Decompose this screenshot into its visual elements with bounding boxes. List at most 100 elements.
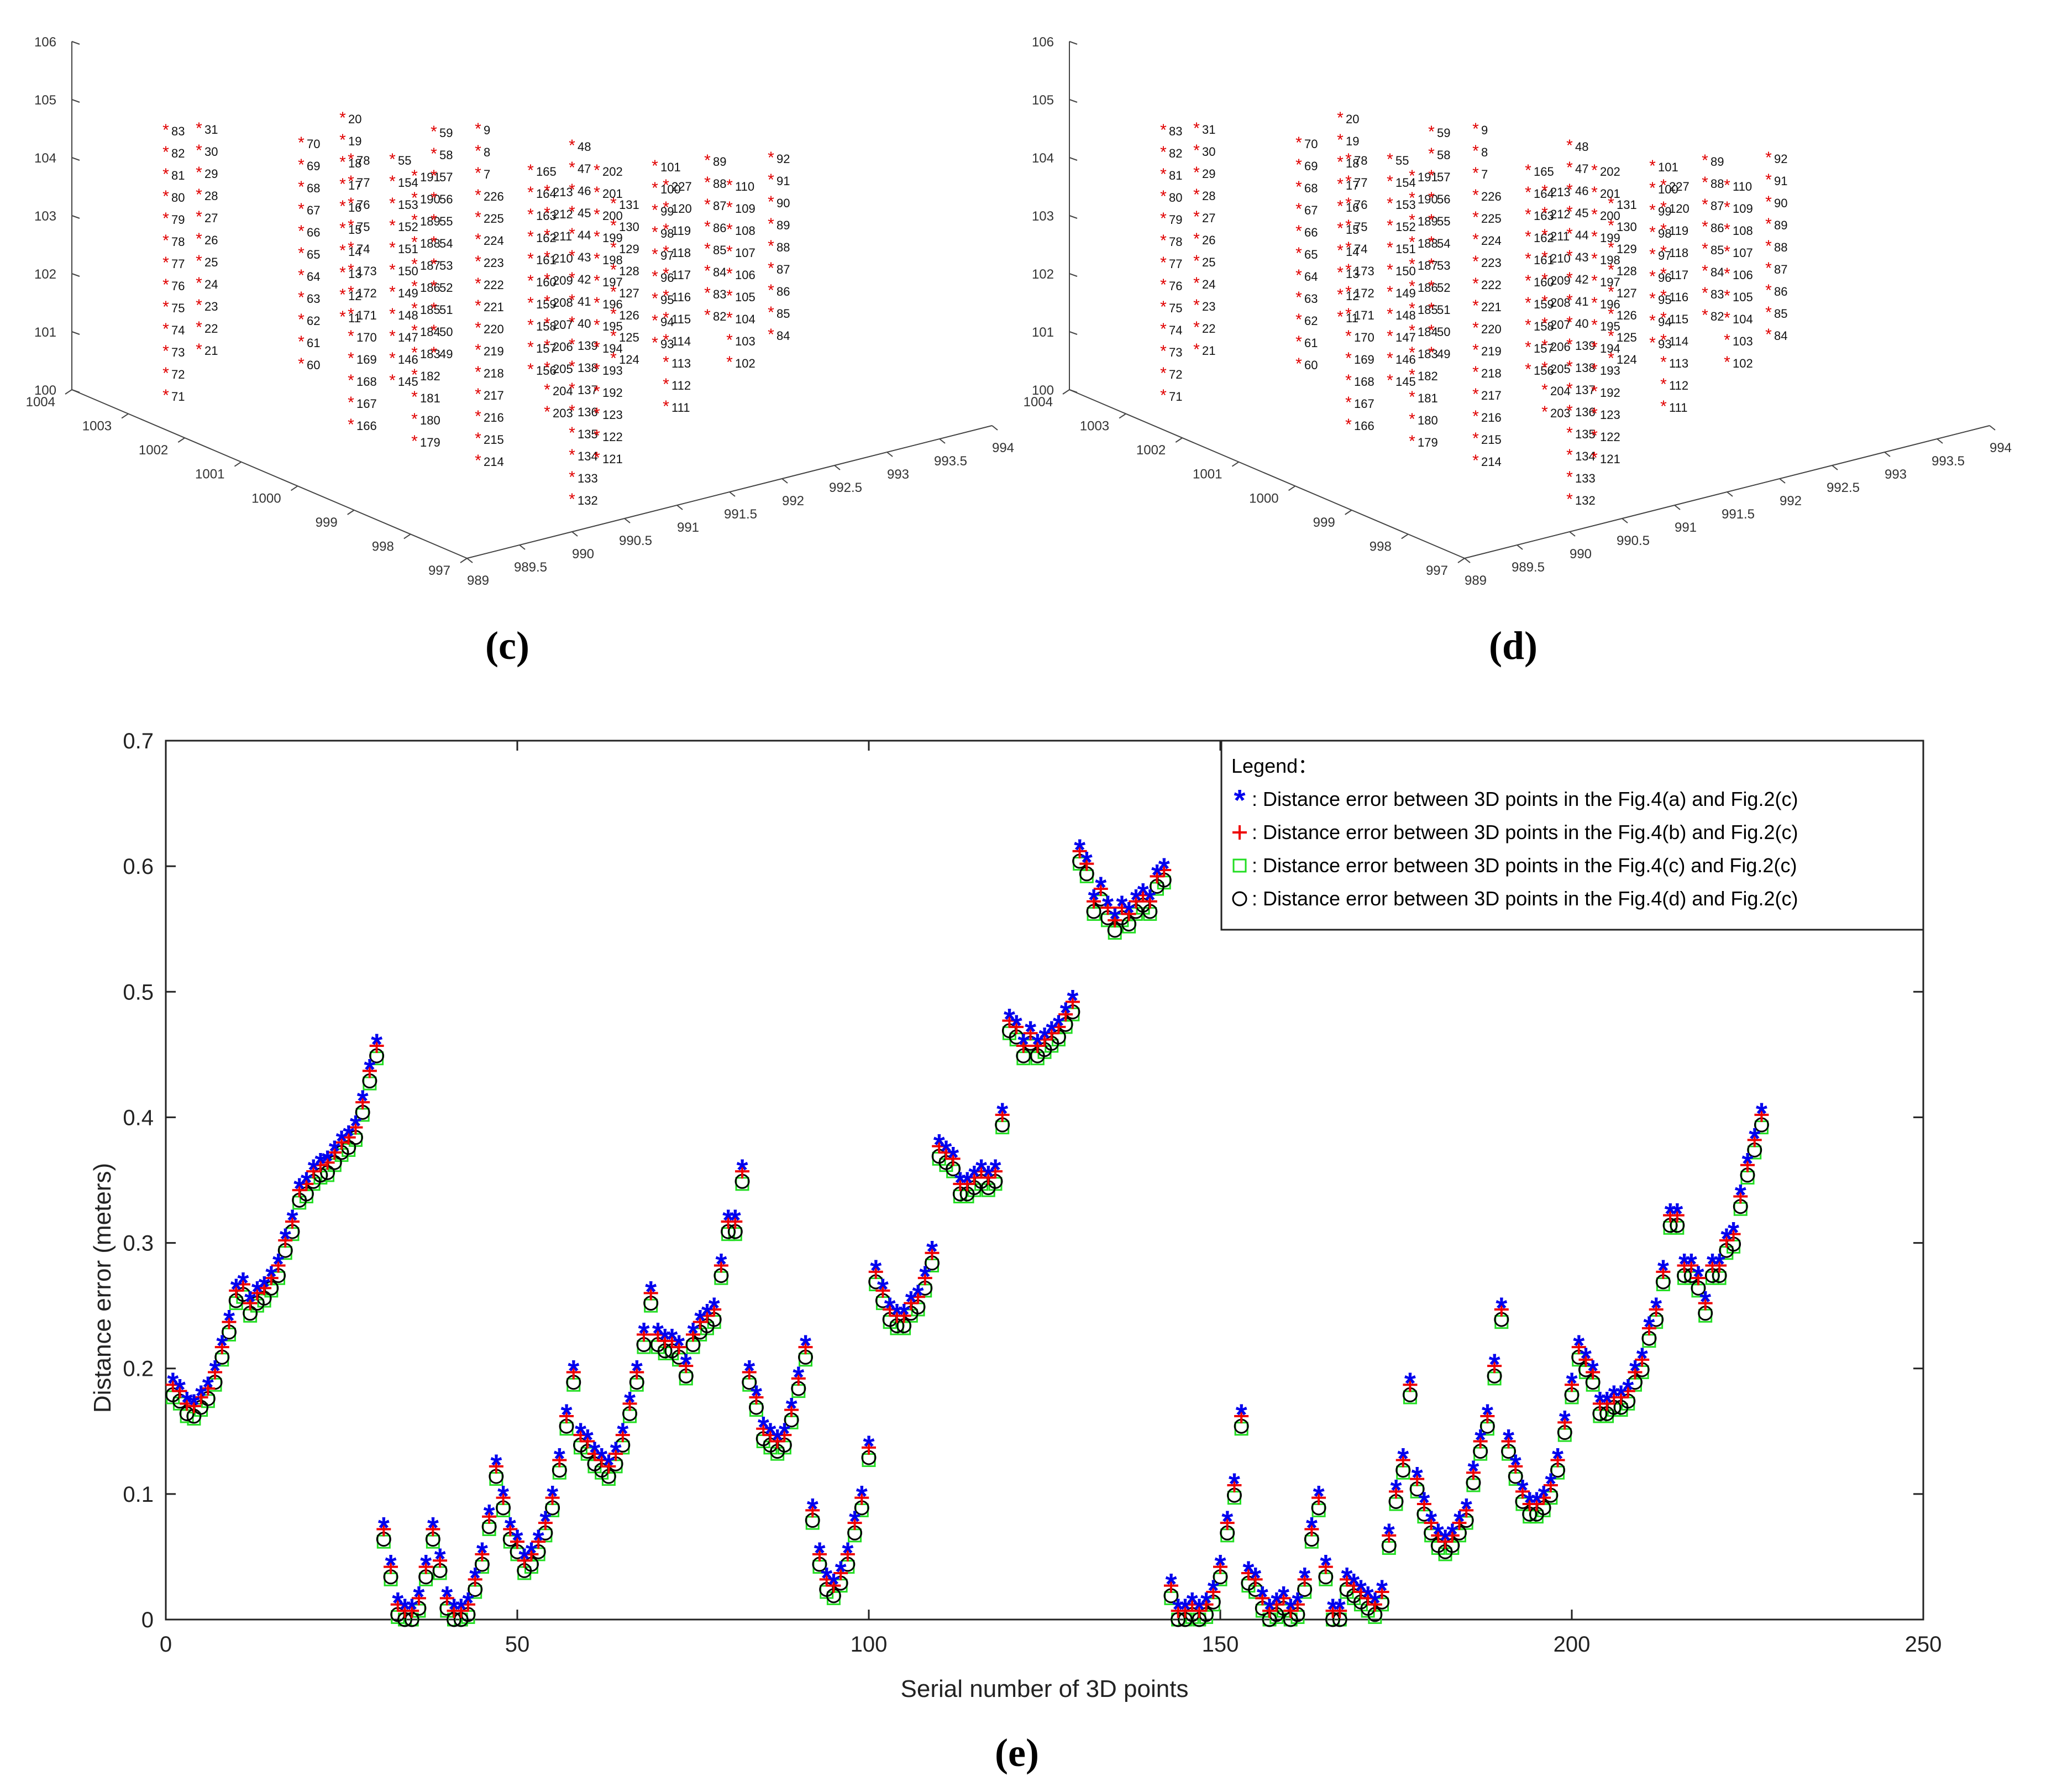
point-asterisk: * xyxy=(1046,1015,1057,1049)
point-asterisk: * xyxy=(399,1593,411,1626)
point-label: 47 xyxy=(1575,162,1588,176)
point-marker: * xyxy=(1387,305,1393,323)
point-label: 111 xyxy=(1669,401,1687,415)
point-label: 107 xyxy=(735,246,755,260)
point-label: 185 xyxy=(420,303,440,317)
point-marker: * xyxy=(339,264,346,282)
z-tick-label: 100 xyxy=(1032,383,1054,398)
point-label: 196 xyxy=(602,297,623,311)
point-marker: * xyxy=(1428,344,1435,362)
y-tick-label: 994 xyxy=(1990,441,2012,455)
point-label: 11 xyxy=(348,311,361,325)
legend-marker-asterisk: * xyxy=(1234,784,1245,817)
point-asterisk: * xyxy=(842,1536,853,1569)
x-tick-label: 1003 xyxy=(1080,419,1109,434)
legend-entry-a: : Distance error between 3D points in th… xyxy=(1252,788,1798,810)
point-label: 56 xyxy=(1437,192,1450,206)
point-label: 139 xyxy=(1575,339,1596,353)
point-marker: * xyxy=(704,218,711,236)
point-label: 167 xyxy=(356,397,377,411)
point-label: 216 xyxy=(484,411,504,425)
point-marker: * xyxy=(1541,292,1548,311)
point-marker: * xyxy=(1541,381,1548,399)
point-label: 112 xyxy=(671,379,691,392)
point-marker: * xyxy=(1660,397,1667,416)
point-label: 192 xyxy=(1600,386,1620,400)
point-marker: * xyxy=(298,222,305,240)
point-label: 89 xyxy=(713,155,726,169)
point-label: 50 xyxy=(439,325,453,339)
point-label: 119 xyxy=(1669,224,1688,238)
point-marker: * xyxy=(704,174,711,192)
point-label: 101 xyxy=(1658,160,1678,174)
point-plus xyxy=(798,1340,813,1355)
point-label: 87 xyxy=(1774,263,1787,276)
point-plus xyxy=(454,1604,469,1618)
point-plus xyxy=(622,1396,637,1411)
point-plus xyxy=(868,1264,883,1279)
y-tick-label: 994 xyxy=(992,441,1014,455)
y-tick xyxy=(1937,438,1943,444)
point-label: 74 xyxy=(1354,242,1367,256)
point-marker: * xyxy=(1345,349,1352,368)
point-label: 207 xyxy=(553,318,573,332)
point-asterisk: * xyxy=(1278,1580,1289,1613)
point-asterisk: * xyxy=(1665,1197,1676,1230)
point-asterisk: * xyxy=(1081,846,1093,879)
point-label: 83 xyxy=(713,287,726,301)
point-label: 172 xyxy=(356,286,377,300)
point-label: 133 xyxy=(578,471,598,485)
point-asterisk: * xyxy=(962,1166,973,1199)
point-label: 62 xyxy=(307,314,320,328)
point-asterisk: * xyxy=(1552,1442,1563,1475)
point-label: 40 xyxy=(578,317,591,331)
point-marker: * xyxy=(1472,452,1479,470)
point-marker: * xyxy=(1702,262,1708,280)
point-label: 196 xyxy=(1600,297,1620,311)
point-asterisk: * xyxy=(1454,1505,1465,1538)
point-asterisk: * xyxy=(1538,1480,1550,1513)
point-label: 181 xyxy=(1418,391,1438,405)
point-label: 70 xyxy=(1304,137,1318,151)
point-plus xyxy=(896,1308,911,1323)
point-plus xyxy=(1557,1415,1572,1430)
point-marker: * xyxy=(768,171,774,189)
point-marker: * xyxy=(1428,145,1435,163)
point-label: 64 xyxy=(1304,270,1318,284)
point-marker: * xyxy=(663,176,669,195)
point-asterisk: * xyxy=(1482,1398,1493,1431)
point-marker: * xyxy=(1387,349,1393,368)
point-label: 84 xyxy=(1774,329,1787,343)
point-label: 153 xyxy=(1395,198,1416,212)
point-label: 27 xyxy=(204,211,218,225)
point-label: 199 xyxy=(1600,231,1620,245)
point-asterisk: * xyxy=(1074,833,1085,866)
point-label: 226 xyxy=(1481,190,1502,203)
point-plus xyxy=(482,1509,497,1524)
point-marker: * xyxy=(431,211,437,229)
point-asterisk: * xyxy=(518,1543,530,1576)
point-marker: * xyxy=(1660,287,1667,305)
point-asterisk: * xyxy=(624,1386,636,1419)
point-label: 168 xyxy=(1354,375,1374,389)
point-marker: * xyxy=(298,156,305,174)
point-marker: * xyxy=(1387,195,1393,213)
point-label: 161 xyxy=(536,253,557,267)
point-label: 130 xyxy=(619,220,639,234)
point-label: 14 xyxy=(1346,245,1359,259)
point-asterisk: * xyxy=(1545,1467,1556,1500)
point-marker: * xyxy=(1193,230,1200,248)
point-plus xyxy=(376,1522,391,1537)
point-label: 173 xyxy=(1354,264,1374,278)
point-label: 83 xyxy=(171,124,185,138)
point-marker: * xyxy=(544,315,550,333)
point-label: 53 xyxy=(1437,259,1450,273)
point-asterisk: * xyxy=(1559,1405,1571,1438)
point-marker: * xyxy=(1345,195,1352,213)
point-label: 80 xyxy=(1169,191,1182,205)
point-marker: * xyxy=(663,309,669,327)
point-label: 102 xyxy=(1733,357,1753,370)
point-label: 12 xyxy=(1346,289,1359,303)
point-label: 193 xyxy=(602,364,623,378)
point-asterisk: * xyxy=(1179,1593,1191,1626)
